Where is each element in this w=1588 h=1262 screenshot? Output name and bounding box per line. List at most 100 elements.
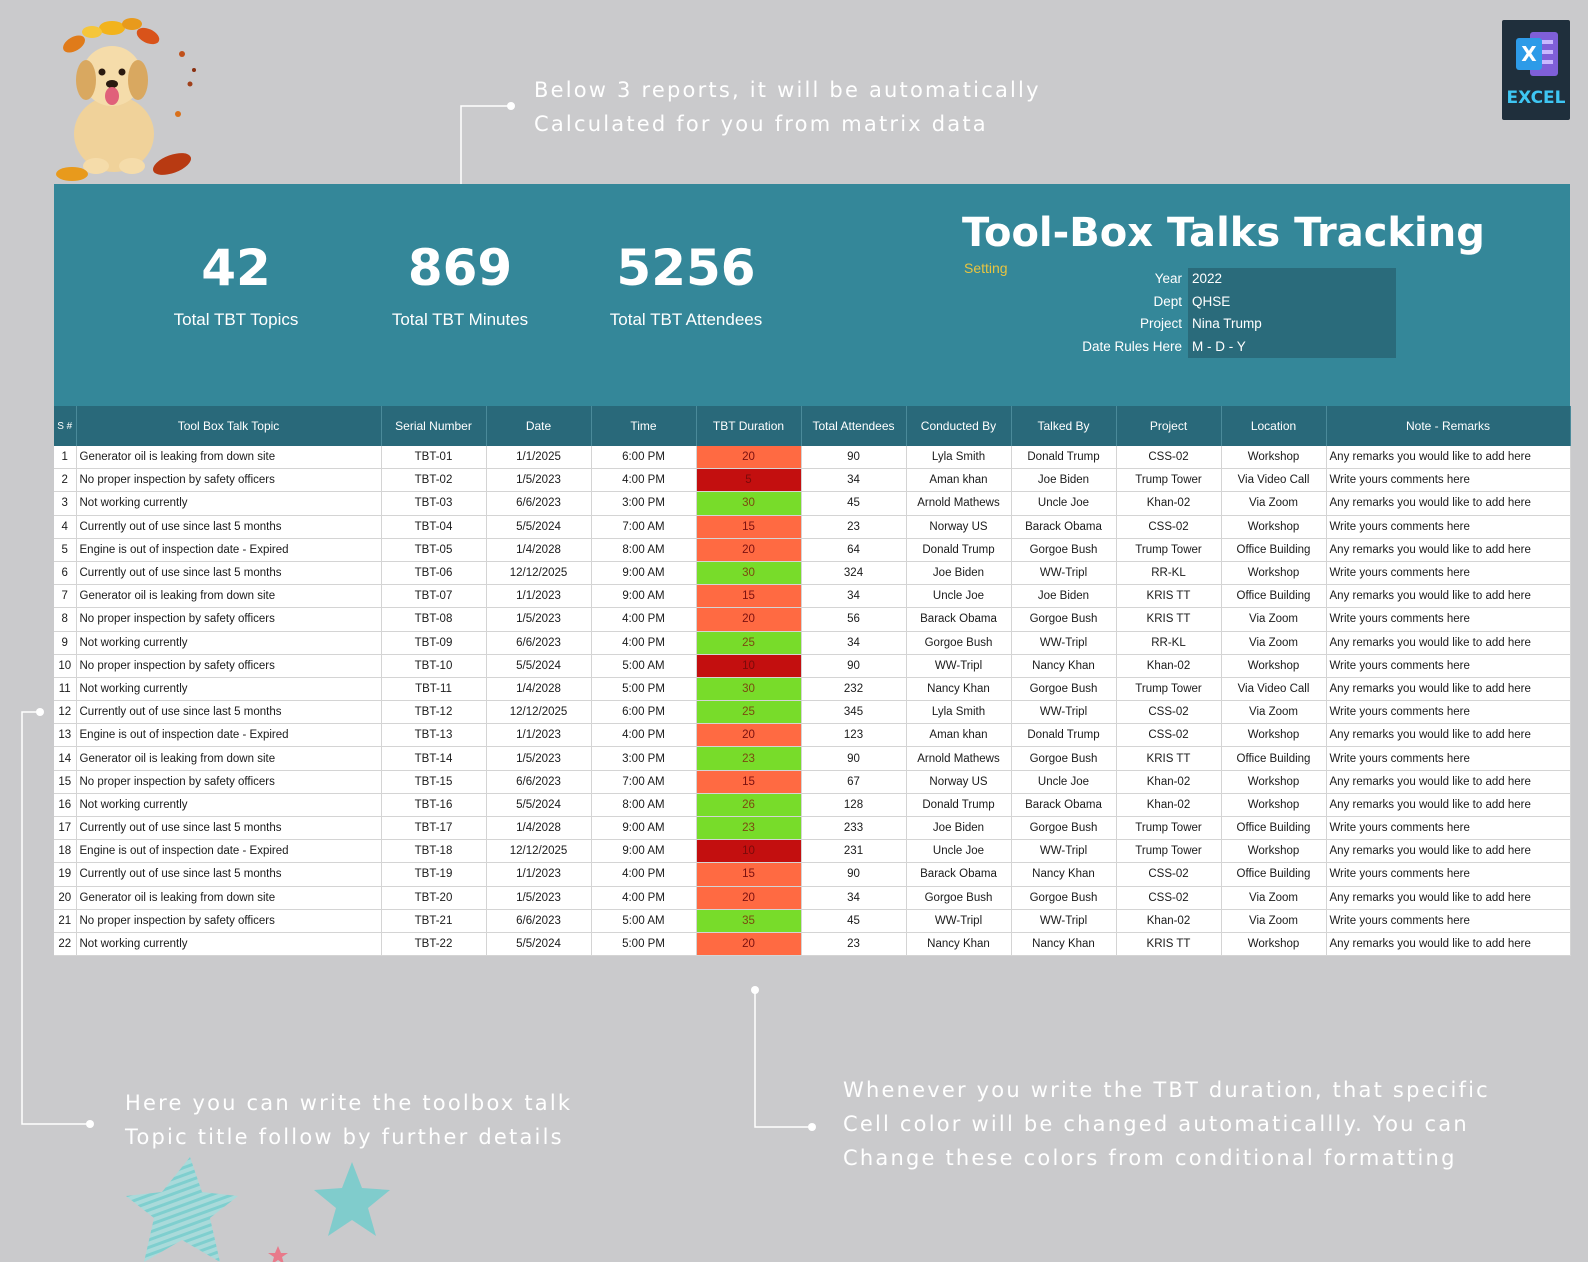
cell-serial-number[interactable]: TBT-02: [381, 468, 487, 493]
cell-date[interactable]: 1/4/2028: [486, 816, 592, 841]
cell-project[interactable]: RR-KL: [1116, 561, 1222, 586]
cell-topic[interactable]: Engine is out of inspection date - Expir…: [76, 538, 382, 562]
cell-talked-by[interactable]: Gorgoe Bush: [1011, 677, 1117, 702]
cell-duration[interactable]: 20: [696, 723, 802, 748]
cell-location[interactable]: Via Zoom: [1221, 909, 1327, 933]
cell-time[interactable]: 8:00 AM: [591, 538, 697, 562]
cell-serial-no[interactable]: 13: [54, 723, 77, 748]
cell-serial-no[interactable]: 12: [54, 700, 77, 725]
cell-location[interactable]: Office Building: [1221, 584, 1327, 609]
cell-time[interactable]: 3:00 PM: [591, 491, 697, 516]
cell-project[interactable]: Trump Tower: [1116, 538, 1222, 562]
cell-conducted-by[interactable]: Lyla Smith: [906, 446, 1012, 470]
cell-conducted-by[interactable]: Joe Biden: [906, 561, 1012, 586]
cell-remarks[interactable]: Write yours comments here: [1326, 654, 1571, 678]
cell-attendees[interactable]: 64: [801, 538, 907, 562]
cell-location[interactable]: Workshop: [1221, 654, 1327, 678]
cell-serial-number[interactable]: TBT-13: [381, 723, 487, 748]
cell-date[interactable]: 1/1/2023: [486, 862, 592, 887]
cell-topic[interactable]: Not working currently: [76, 491, 382, 516]
cell-topic[interactable]: Engine is out of inspection date - Expir…: [76, 839, 382, 864]
cell-serial-number[interactable]: TBT-11: [381, 677, 487, 702]
cell-conducted-by[interactable]: Lyla Smith: [906, 700, 1012, 725]
cell-location[interactable]: Workshop: [1221, 446, 1327, 470]
cell-attendees[interactable]: 34: [801, 631, 907, 655]
cell-talked-by[interactable]: WW-Tripl: [1011, 700, 1117, 725]
cell-attendees[interactable]: 345: [801, 700, 907, 725]
cell-serial-no[interactable]: 5: [54, 538, 77, 562]
column-header[interactable]: Serial Number: [381, 406, 487, 446]
cell-duration[interactable]: 5: [696, 468, 802, 493]
cell-serial-number[interactable]: TBT-03: [381, 491, 487, 516]
cell-project[interactable]: CSS-02: [1116, 862, 1222, 887]
cell-attendees[interactable]: 34: [801, 584, 907, 609]
cell-attendees[interactable]: 67: [801, 770, 907, 794]
cell-talked-by[interactable]: Barack Obama: [1011, 793, 1117, 818]
cell-attendees[interactable]: 90: [801, 862, 907, 887]
cell-duration[interactable]: 20: [696, 538, 802, 562]
cell-duration[interactable]: 10: [696, 654, 802, 678]
cell-attendees[interactable]: 128: [801, 793, 907, 818]
cell-location[interactable]: Via Zoom: [1221, 700, 1327, 725]
cell-serial-number[interactable]: TBT-15: [381, 770, 487, 794]
cell-duration[interactable]: 15: [696, 515, 802, 539]
cell-time[interactable]: 4:00 PM: [591, 723, 697, 748]
cell-date[interactable]: 5/5/2024: [486, 932, 592, 957]
cell-serial-no[interactable]: 4: [54, 515, 77, 539]
cell-date[interactable]: 1/5/2023: [486, 886, 592, 910]
cell-project[interactable]: CSS-02: [1116, 515, 1222, 539]
cell-time[interactable]: 5:00 PM: [591, 677, 697, 702]
cell-serial-no[interactable]: 3: [54, 491, 77, 516]
cell-conducted-by[interactable]: Joe Biden: [906, 816, 1012, 841]
cell-talked-by[interactable]: Nancy Khan: [1011, 654, 1117, 678]
cell-duration[interactable]: 20: [696, 607, 802, 632]
cell-project[interactable]: CSS-02: [1116, 700, 1222, 725]
cell-location[interactable]: Via Video Call: [1221, 677, 1327, 702]
cell-project[interactable]: Khan-02: [1116, 909, 1222, 933]
cell-time[interactable]: 6:00 PM: [591, 446, 697, 470]
cell-serial-number[interactable]: TBT-20: [381, 886, 487, 910]
cell-talked-by[interactable]: Joe Biden: [1011, 584, 1117, 609]
cell-duration[interactable]: 20: [696, 886, 802, 910]
cell-conducted-by[interactable]: Aman khan: [906, 723, 1012, 748]
column-header[interactable]: Total Attendees: [801, 406, 907, 446]
cell-topic[interactable]: Generator oil is leaking from down site: [76, 584, 382, 609]
cell-location[interactable]: Workshop: [1221, 515, 1327, 539]
cell-talked-by[interactable]: Barack Obama: [1011, 515, 1117, 539]
cell-serial-no[interactable]: 1: [54, 446, 77, 470]
cell-duration[interactable]: 25: [696, 700, 802, 725]
cell-attendees[interactable]: 324: [801, 561, 907, 586]
setting-value-dept[interactable]: QHSE: [1188, 290, 1396, 313]
cell-time[interactable]: 5:00 AM: [591, 909, 697, 933]
cell-project[interactable]: Trump Tower: [1116, 816, 1222, 841]
cell-duration[interactable]: 15: [696, 862, 802, 887]
cell-serial-no[interactable]: 22: [54, 932, 77, 957]
cell-location[interactable]: Workshop: [1221, 839, 1327, 864]
cell-remarks[interactable]: Any remarks you would like to add here: [1326, 793, 1571, 818]
cell-topic[interactable]: No proper inspection by safety officers: [76, 909, 382, 933]
cell-talked-by[interactable]: WW-Tripl: [1011, 909, 1117, 933]
cell-project[interactable]: Trump Tower: [1116, 839, 1222, 864]
cell-duration[interactable]: 30: [696, 491, 802, 516]
cell-serial-no[interactable]: 6: [54, 561, 77, 586]
cell-conducted-by[interactable]: Aman khan: [906, 468, 1012, 493]
cell-duration[interactable]: 20: [696, 932, 802, 957]
cell-serial-number[interactable]: TBT-22: [381, 932, 487, 957]
cell-date[interactable]: 1/5/2023: [486, 607, 592, 632]
cell-duration[interactable]: 20: [696, 446, 802, 470]
cell-duration[interactable]: 30: [696, 677, 802, 702]
cell-conducted-by[interactable]: Arnold Mathews: [906, 491, 1012, 516]
cell-date[interactable]: 1/4/2028: [486, 538, 592, 562]
cell-topic[interactable]: Currently out of use since last 5 months: [76, 561, 382, 586]
cell-time[interactable]: 4:00 PM: [591, 862, 697, 887]
cell-date[interactable]: 5/5/2024: [486, 515, 592, 539]
cell-time[interactable]: 4:00 PM: [591, 886, 697, 910]
cell-time[interactable]: 7:00 AM: [591, 515, 697, 539]
cell-serial-no[interactable]: 19: [54, 862, 77, 887]
cell-location[interactable]: Via Zoom: [1221, 607, 1327, 632]
cell-talked-by[interactable]: Uncle Joe: [1011, 770, 1117, 794]
cell-project[interactable]: Khan-02: [1116, 654, 1222, 678]
column-header[interactable]: TBT Duration: [696, 406, 802, 446]
cell-topic[interactable]: No proper inspection by safety officers: [76, 654, 382, 678]
cell-date[interactable]: 1/1/2023: [486, 723, 592, 748]
